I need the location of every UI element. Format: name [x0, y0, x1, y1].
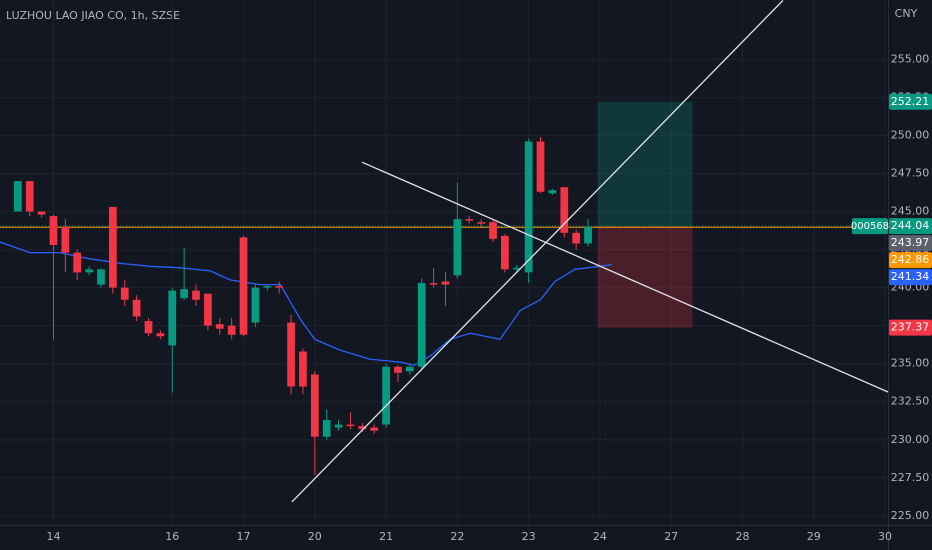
- candle-body: [120, 287, 129, 300]
- candle-body: [358, 426, 367, 430]
- chart-title: LUZHOU LAO JIAO CO, 1h, SZSE: [6, 9, 180, 22]
- candle-body: [394, 366, 402, 373]
- trend-line: [291, 0, 784, 503]
- candle-body: [346, 424, 355, 427]
- price-label-bg: [889, 218, 932, 235]
- x-tick-label: 20: [308, 530, 322, 543]
- loss-zone: [597, 226, 693, 328]
- candle-body: [548, 190, 557, 194]
- x-tick-label: 24: [593, 530, 607, 543]
- symbol-tag-bg: [852, 218, 888, 235]
- y-tick-label: 225.00: [891, 509, 930, 522]
- candle-body: [441, 281, 450, 285]
- candle-body: [299, 351, 307, 387]
- price-label: 242.86: [891, 253, 930, 266]
- x-tick-label: 27: [664, 530, 678, 543]
- y-tick-label: 232.50: [891, 395, 930, 408]
- candle-body: [489, 222, 497, 239]
- candle-body: [49, 216, 58, 245]
- x-tick-label: 29: [807, 530, 821, 543]
- candle-body: [370, 427, 379, 431]
- profit-zone: [597, 101, 693, 227]
- price-label: 243.97: [891, 236, 930, 249]
- x-tick-label: 23: [522, 530, 536, 543]
- price-label: 244.04: [891, 219, 930, 232]
- currency: CNY: [895, 7, 918, 20]
- candle-body: [239, 237, 248, 335]
- candle-body: [37, 211, 46, 215]
- y-tick-label: 230.00: [891, 433, 930, 446]
- candle-body: [204, 293, 212, 326]
- candle-body: [310, 374, 319, 437]
- price-label: 241.34: [891, 270, 930, 283]
- price-label-bg: [889, 319, 932, 336]
- price-label-bg: [889, 93, 932, 110]
- candle-body: [275, 286, 284, 288]
- candle-body: [453, 219, 462, 276]
- candle-body: [536, 141, 545, 192]
- candle-body: [144, 321, 153, 334]
- candle-body: [429, 283, 438, 285]
- candle-body: [512, 267, 521, 270]
- candle-body: [108, 206, 117, 288]
- candle-body: [417, 283, 426, 367]
- candle-body: [61, 226, 70, 253]
- y-tick-label: 227.50: [891, 471, 930, 484]
- candle-body: [25, 181, 34, 212]
- candle-body: [572, 232, 581, 244]
- price-label-bg: [889, 269, 932, 286]
- candle-body: [192, 290, 200, 300]
- candle-body: [251, 287, 260, 323]
- candle-body: [560, 187, 569, 233]
- x-tick-label: 30: [878, 530, 892, 543]
- candle-body: [477, 222, 485, 224]
- candle-body: [132, 299, 141, 317]
- candle-body: [73, 252, 82, 273]
- candle-body: [524, 141, 533, 273]
- x-tick-label: 16: [165, 530, 179, 543]
- price-label: 252.21: [891, 95, 930, 108]
- x-tick-label: 21: [379, 530, 393, 543]
- candle-body: [287, 322, 295, 387]
- y-tick-label: 255.00: [891, 52, 930, 65]
- trend-line: [361, 161, 889, 393]
- x-tick-label: 28: [735, 530, 749, 543]
- candle-body: [322, 420, 331, 437]
- price-label: 237.37: [891, 321, 930, 334]
- candle-body: [156, 333, 165, 337]
- symbol-tag: 000568: [851, 221, 889, 232]
- candle-body: [227, 325, 236, 335]
- y-tick-label: 247.50: [891, 166, 930, 179]
- y-tick-label: 235.00: [891, 357, 930, 370]
- candle-body: [215, 324, 224, 329]
- candle-body: [334, 424, 343, 428]
- candle-body: [382, 366, 390, 425]
- price-label-bg: [889, 235, 932, 252]
- candle-body: [97, 269, 105, 285]
- x-tick-label: 17: [237, 530, 251, 543]
- y-tick-label: 250.00: [891, 128, 930, 141]
- price-label-bg: [889, 252, 932, 269]
- candle-body: [465, 219, 474, 221]
- candle-body: [180, 289, 188, 299]
- candle-body: [501, 235, 509, 270]
- candle-body: [168, 290, 177, 346]
- candle-body: [405, 366, 414, 372]
- moving-average: [0, 241, 612, 366]
- candle-body: [85, 269, 93, 273]
- candle-body: [584, 226, 592, 244]
- x-tick-label: 22: [450, 530, 464, 543]
- x-tick-label: 14: [46, 530, 60, 543]
- candle-body: [13, 181, 22, 212]
- y-tick-label: 245.00: [891, 205, 930, 218]
- candle-body: [263, 286, 272, 288]
